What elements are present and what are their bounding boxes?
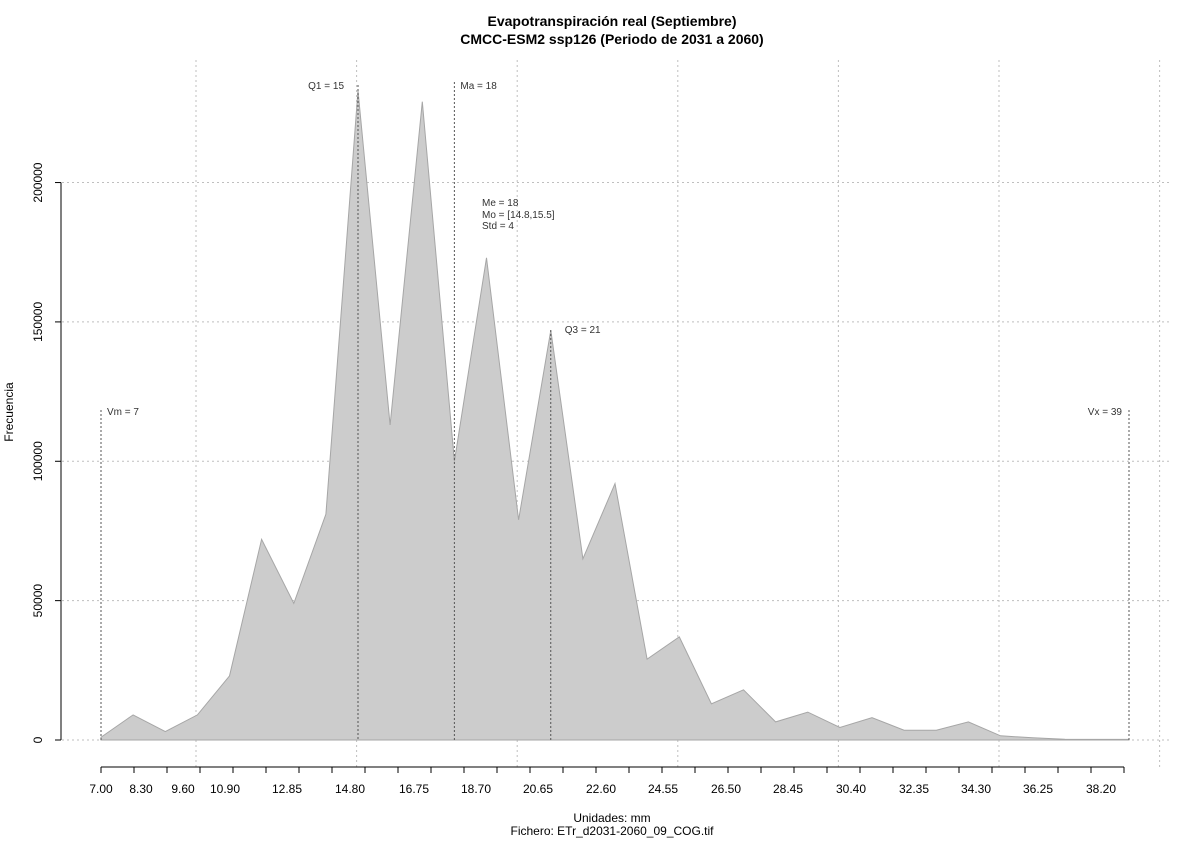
x-tick-label: 8.30 <box>129 782 153 796</box>
reference-lines: Vm = 7 Q1 = 15 Ma = 18 Q3 = 21 Vx = 39 <box>100 81 1130 740</box>
x-tick-label: 20.65 <box>523 782 553 796</box>
y-tick-label: 0 <box>31 736 45 743</box>
stat-std: Std = 4 <box>482 221 514 232</box>
y-tick-label: 200000 <box>31 162 45 202</box>
y-tick-label: 100000 <box>31 441 45 481</box>
x-tick-label: 7.00 <box>89 782 113 796</box>
x-tick-label: 26.50 <box>711 782 741 796</box>
labels: Evapotranspiración real (Septiembre) CMC… <box>2 13 764 838</box>
reference-label: Q1 = 15 <box>308 81 344 92</box>
x-tick-label: 38.20 <box>1086 782 1116 796</box>
y-axis-label: Frecuencia <box>2 382 16 442</box>
stat-mode: Mo = [14.8,15.5] <box>482 210 555 221</box>
x-tick-label: 18.70 <box>461 782 491 796</box>
x-tick-label: 32.35 <box>899 782 929 796</box>
chart-subtitle: CMCC-ESM2 ssp126 (Periodo de 2031 a 2060… <box>460 31 763 47</box>
stat-median: Me = 18 <box>482 198 519 209</box>
x-tick-label: 24.55 <box>648 782 678 796</box>
x-tick-label: 34.30 <box>961 782 991 796</box>
x-tick-label: 12.85 <box>272 782 302 796</box>
x-tick-label: 16.75 <box>399 782 429 796</box>
x-axis-label: Unidades: mm <box>573 811 650 825</box>
x-tick-label: 9.60 <box>171 782 195 796</box>
chart-title: Evapotranspiración real (Septiembre) <box>488 13 737 29</box>
y-tick-label: 150000 <box>31 302 45 342</box>
area-series <box>100 90 1130 741</box>
y-tick-label: 50000 <box>31 584 45 618</box>
x-tick-label: 30.40 <box>836 782 866 796</box>
reference-label: Q3 = 21 <box>565 325 601 336</box>
reference-label: Vx = 39 <box>1088 407 1123 418</box>
x-tick-label: 14.80 <box>335 782 365 796</box>
x-tick-label: 10.90 <box>210 782 240 796</box>
x-tick-label: 36.25 <box>1023 782 1053 796</box>
file-caption: Fichero: ETr_d2031-2060_09_COG.tif <box>511 824 715 838</box>
x-tick-label: 22.60 <box>586 782 616 796</box>
axes: 0 50000 100000 150000 200000 7.00 8.30 9.60 10.9… <box>31 162 1125 796</box>
x-tick-label: 28.45 <box>773 782 803 796</box>
reference-label: Ma = 18 <box>460 81 497 92</box>
reference-label: Vm = 7 <box>107 407 139 418</box>
